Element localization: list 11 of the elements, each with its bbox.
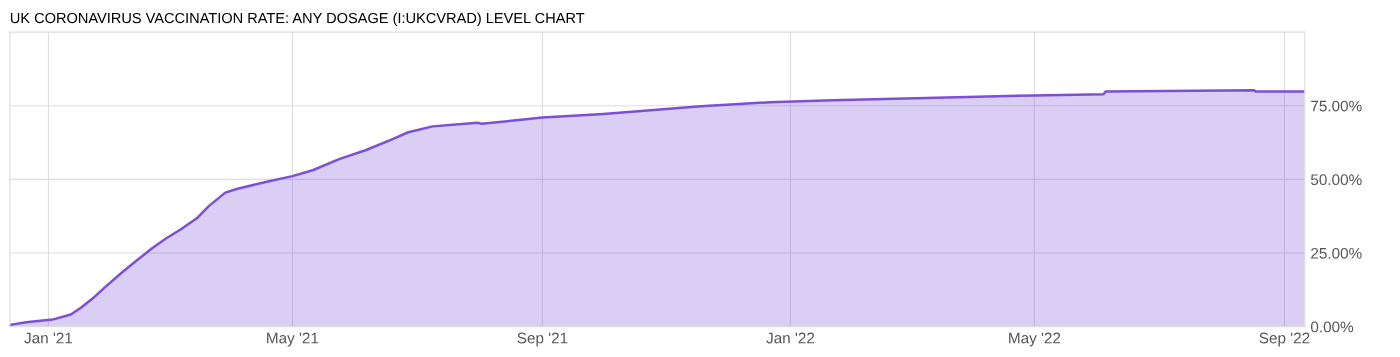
y-tick-label: 75.00%: [1311, 100, 1362, 112]
y-tick-label: 50.00%: [1310, 174, 1362, 186]
y-tick-label: 0.00%: [1310, 321, 1354, 333]
x-tick-label: Jan '22: [766, 332, 815, 344]
x-tick-label: May '21: [267, 332, 319, 347]
y-tick-label: 25.00%: [1311, 247, 1362, 259]
x-tick-label: May '22: [1009, 332, 1061, 347]
x-tick-label: Jan '21: [24, 332, 73, 344]
chart-title: UK CORONAVIRUS VACCINATION RATE: ANY DOSAGE (I:UKCVRAD) LEVEL CHART: [10, 12, 585, 27]
x-tick-label: Sep '22: [1259, 332, 1310, 347]
x-tick-label: Sep '21: [517, 332, 568, 347]
